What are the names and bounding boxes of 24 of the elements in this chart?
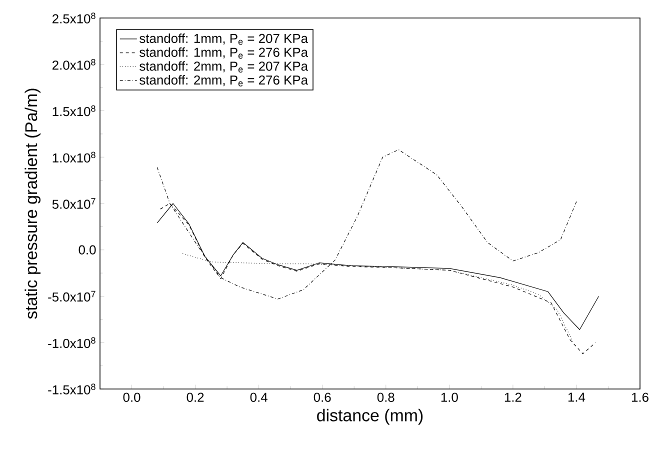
x-tick-label: 0.4 (250, 392, 268, 402)
legend-label: standoff: 2mm, P$_{e}$ = 207 KPa (140, 61, 308, 73)
x-tick-label: 0.8 (377, 392, 394, 402)
y-tick-label: 2.5x10$^{8}$ (52, 12, 96, 24)
y-tick-label: 2.0x10$^{8}$ (52, 58, 96, 70)
x-tick-label: 0.2 (186, 392, 204, 402)
x-tick-label: 1.0 (441, 392, 458, 402)
y-tick-label: 0.0 (78, 245, 96, 254)
x-tick-label: 1.2 (504, 392, 522, 402)
y-tick-label: 1.5x10$^{8}$ (52, 105, 96, 116)
x-tick-label: 1.6 (632, 392, 648, 402)
y-tick-label: -5.0x10$^{7}$ (48, 290, 96, 302)
x-tick-label: 0.6 (314, 392, 331, 402)
x-tick-label: 1.4 (568, 392, 586, 402)
y-tick-label: 1.0x10$^{8}$ (52, 152, 96, 163)
y-axis-title: static pressure gradient (Pa/m) (24, 88, 41, 319)
x-axis-title: distance (mm) (317, 408, 423, 425)
y-tick-label: 5.0x10$^{7}$ (52, 198, 96, 209)
y-tick-label: -1.5x10$^{8}$ (48, 384, 96, 394)
legend-label: standoff: 1mm, P$_{e}$ = 276 KPa (140, 47, 308, 59)
legend-label: standoff: 2mm, P$_{e}$ = 276 KPa (140, 75, 308, 86)
legend-label: standoff: 1mm, P$_{e}$ = 207 KPa (140, 34, 308, 45)
x-tick-label: 0.0 (123, 392, 140, 402)
y-tick-label: -1.0x10$^{8}$ (48, 337, 96, 348)
